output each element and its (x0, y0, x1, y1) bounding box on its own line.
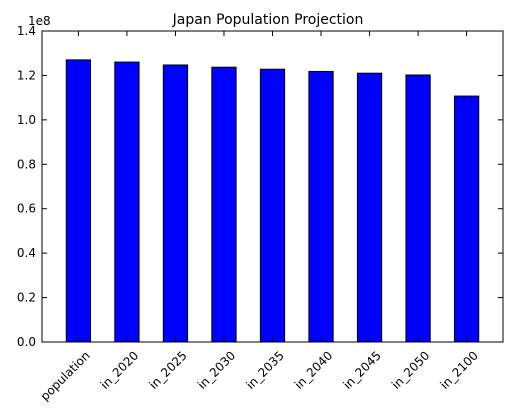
y-tick-label: 0.4 (17, 246, 36, 260)
y-axis-offset-label: 1e8 (28, 14, 51, 28)
x-tick-label: in_2025 (146, 348, 189, 391)
y-tick-label: 1.2 (17, 68, 36, 82)
bar-in_2025 (162, 64, 189, 343)
x-tick-label: in_2100 (437, 348, 480, 391)
x-tick-label: in_2020 (98, 348, 141, 391)
x-tick-label: in_2050 (389, 348, 432, 391)
y-tick-label: 1.0 (17, 113, 36, 127)
bar-in_2030 (211, 66, 237, 343)
bar-in_2020 (114, 61, 140, 343)
bar-in_2040 (308, 70, 334, 343)
y-tick-label: 0.8 (17, 157, 36, 171)
chart-title: Japan Population Projection (172, 12, 364, 28)
x-tick-label: population (38, 348, 93, 403)
x-tick-label: in_2030 (195, 348, 238, 391)
plot-frame (41, 30, 504, 343)
bar-in_2035 (259, 68, 286, 343)
bar-in_2050 (405, 74, 431, 343)
y-axis: 0.0 0.2 0.4 0.6 0.8 1.0 1.2 1.4 (17, 24, 503, 349)
bar-in_2100 (453, 95, 480, 343)
y-tick-label: 1.4 (17, 24, 36, 38)
bars-layer (65, 59, 480, 343)
x-tick-label: in_2035 (243, 348, 286, 391)
x-tick-label: in_2040 (292, 348, 335, 391)
y-tick-label: 0.0 (17, 335, 36, 349)
y-tick-label: 0.6 (17, 202, 36, 216)
bar-in_2045 (356, 72, 383, 343)
y-tick-label: 0.2 (17, 291, 36, 305)
x-tick-label: in_2045 (340, 348, 383, 391)
bar-population (65, 59, 92, 343)
